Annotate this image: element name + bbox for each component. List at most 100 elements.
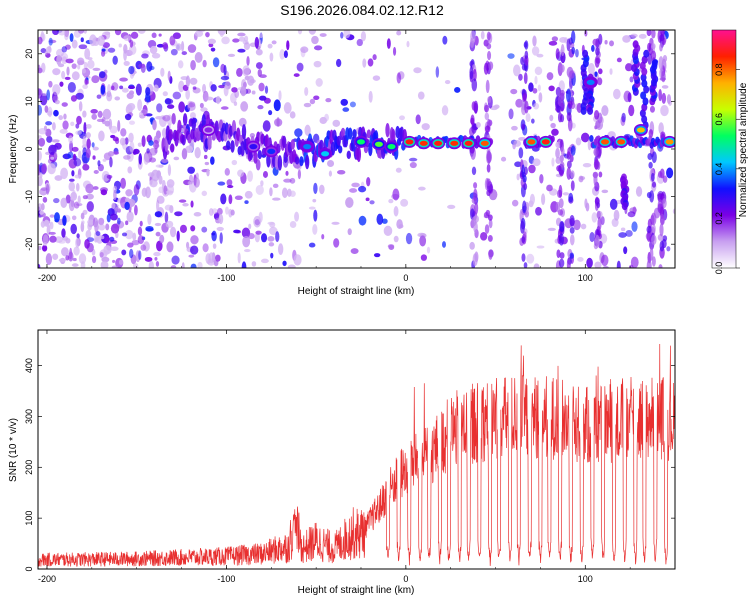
spectrogram-cell bbox=[187, 44, 197, 53]
spectrogram-cell bbox=[442, 35, 448, 45]
spectrogram-cell bbox=[601, 189, 609, 194]
spectrogram-cell bbox=[78, 30, 85, 34]
spectrogram-cell bbox=[67, 81, 76, 93]
spectrogram-cell bbox=[171, 255, 180, 265]
spectrogram-cell bbox=[534, 75, 538, 85]
spectrogram-cell bbox=[155, 260, 160, 267]
spectrogram-cell bbox=[471, 101, 476, 111]
colorbar-label: Normalized spectral amplitude bbox=[738, 82, 749, 217]
spectrogram-cell bbox=[255, 62, 263, 69]
spectrogram-cell bbox=[277, 243, 284, 256]
spectrogram-cell bbox=[258, 82, 265, 92]
spectrogram-cell bbox=[526, 253, 535, 264]
spectrogram-cell bbox=[591, 44, 595, 52]
spectrogram-cell bbox=[84, 238, 90, 249]
spectrogram-cell bbox=[283, 50, 288, 59]
spectrogram-cell bbox=[71, 263, 79, 267]
spectrogram-blob-core bbox=[541, 139, 550, 145]
spectrogram-cell bbox=[659, 223, 664, 237]
spectrogram-cell bbox=[172, 32, 181, 40]
spectrogram-cell bbox=[283, 102, 292, 114]
spectrogram-cell bbox=[81, 220, 85, 225]
spectrogram-cell bbox=[472, 68, 477, 82]
spectrogram-cell bbox=[293, 73, 300, 77]
spectrogram-cell bbox=[642, 97, 649, 106]
spectrogram-cell bbox=[42, 234, 49, 245]
spectrogram-cell bbox=[123, 35, 132, 41]
spectrogram-cell bbox=[232, 38, 240, 43]
spectrogram-cell bbox=[308, 242, 316, 248]
spectrogram-cell bbox=[123, 60, 130, 66]
spectrogram-cell bbox=[651, 224, 656, 234]
spectrogram-cell bbox=[127, 166, 133, 174]
spectrogram-cell bbox=[71, 146, 79, 152]
spectrogram-cell bbox=[522, 92, 527, 102]
spectrogram-cell bbox=[622, 35, 631, 43]
spectrogram-cell bbox=[259, 32, 263, 39]
spectrogram-cell bbox=[630, 33, 638, 38]
spectrogram-cell bbox=[511, 125, 518, 131]
y-tick-label: 0 bbox=[24, 146, 34, 151]
spectrogram-cell bbox=[365, 197, 370, 202]
spectrogram-cell bbox=[521, 236, 526, 244]
spectrogram-cell bbox=[149, 147, 158, 156]
spectrogram-cell bbox=[609, 40, 614, 47]
spectrogram-cell bbox=[86, 201, 94, 212]
spectrogram-cell bbox=[480, 231, 488, 241]
spectrogram-cell bbox=[76, 233, 80, 239]
spectrogram-cell bbox=[419, 235, 427, 247]
spectrogram-cell bbox=[49, 235, 57, 243]
spectrogram-cell bbox=[63, 113, 67, 120]
spectrogram-cell bbox=[531, 46, 540, 56]
spectrogram-cell bbox=[238, 117, 247, 127]
spectrogram-cell bbox=[86, 193, 94, 200]
spectrogram-cell bbox=[331, 221, 340, 225]
spectrogram-cell bbox=[201, 226, 208, 233]
spectrogram-cell bbox=[84, 78, 88, 86]
spectrogram-cell bbox=[409, 161, 417, 169]
spectrogram-cell bbox=[87, 59, 95, 69]
spectrogram-cell bbox=[112, 55, 118, 65]
spectrogram-cell bbox=[153, 139, 159, 150]
spectrogram-cell bbox=[128, 120, 136, 125]
spectrogram-cell bbox=[484, 224, 490, 234]
spectrogram-blob-core bbox=[356, 139, 365, 145]
spectrogram-cell bbox=[114, 30, 122, 36]
spectrogram-cell bbox=[38, 176, 43, 187]
spectrogram-cell bbox=[204, 161, 210, 166]
spectrogram-cell bbox=[616, 260, 621, 268]
spectrogram-cell bbox=[126, 92, 134, 100]
spectrogram-cell bbox=[159, 234, 165, 244]
spectrogram-cell bbox=[104, 120, 111, 127]
spectrogram-cell bbox=[651, 43, 656, 50]
spectrogram-cell bbox=[173, 156, 180, 161]
spectrogram-cell bbox=[133, 184, 140, 196]
spectrogram-cell bbox=[518, 147, 524, 159]
spectrogram-cell bbox=[154, 211, 163, 218]
spectrogram-cell bbox=[165, 220, 174, 228]
spectrogram-cell bbox=[82, 110, 87, 118]
spectrogram-cell bbox=[623, 246, 628, 255]
colorbar-ticks: 0.0 0.2 0.4 0.6 0.8 bbox=[714, 63, 740, 274]
spectrogram-cell bbox=[118, 43, 122, 48]
spectrogram-cell bbox=[469, 37, 475, 48]
spectrogram-cell bbox=[107, 47, 116, 53]
spectrogram-cell bbox=[358, 215, 367, 226]
spectrogram-cell bbox=[182, 203, 189, 207]
spectrogram-cell bbox=[68, 199, 75, 212]
spectrogram-cell bbox=[84, 48, 91, 60]
spectrogram-cell bbox=[559, 89, 565, 97]
spectrogram-cell bbox=[488, 61, 494, 71]
spectrogram-cell bbox=[38, 88, 43, 99]
spectrogram-y-label: Frequency (Hz) bbox=[8, 115, 19, 184]
spectrogram-cell bbox=[516, 173, 520, 181]
spectrogram-blob-core bbox=[387, 144, 396, 150]
spectrogram-cell bbox=[148, 140, 154, 146]
spectrogram-cell bbox=[569, 154, 574, 163]
spectrogram-cell bbox=[205, 96, 214, 101]
spectrogram-cell bbox=[225, 206, 229, 215]
spectrogram-cell bbox=[376, 213, 384, 225]
spectrogram-cell bbox=[337, 170, 346, 175]
spectrogram-cell bbox=[594, 234, 600, 248]
